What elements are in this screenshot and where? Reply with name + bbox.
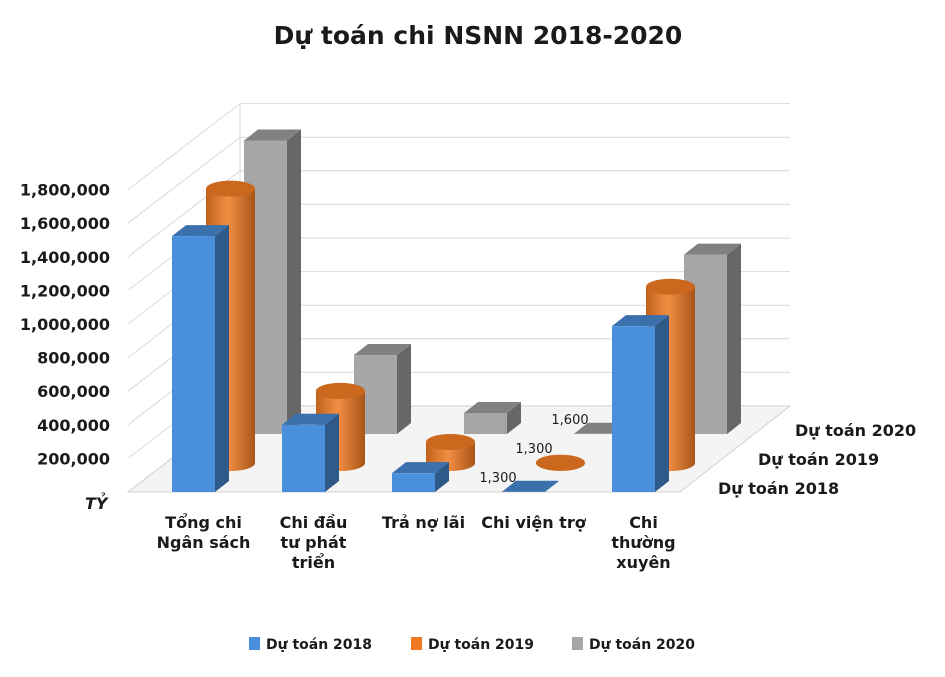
y-tick-label: 1,000,000 <box>20 315 110 334</box>
svg-text:Dự toán 2018: Dự toán 2018 <box>266 637 372 653</box>
legend-entry: Dự toán 2020 <box>572 637 695 653</box>
y-tick-label: 600,000 <box>37 382 110 401</box>
depth-axis-label: Dự toán 2018 <box>718 479 839 498</box>
data-label: 1,300 <box>479 471 516 486</box>
y-tick-label: 800,000 <box>37 349 110 368</box>
legend: Dự toán 2018 Dự toán 2019 Dự toán 2020 <box>249 637 695 653</box>
category-label: Trả nợ lãi <box>382 513 465 532</box>
bar-1-1 <box>172 225 229 492</box>
y-tick-label: 200,000 <box>37 449 110 468</box>
data-label: 1,300 <box>515 442 552 457</box>
data-label: 1,600 <box>551 413 588 428</box>
y-tick-label: 1,400,000 <box>20 248 110 267</box>
y-tick-label: 1,600,000 <box>20 214 110 233</box>
legend-entry: Dự toán 2019 <box>411 637 534 653</box>
bar-1-2 <box>282 414 339 492</box>
y-tick-label: 1,200,000 <box>20 281 110 300</box>
depth-axis-label: Dự toán 2019 <box>758 450 879 469</box>
bar-3-3 <box>464 402 521 434</box>
legend-entry: Dự toán 2018 <box>249 637 372 653</box>
bar-1-5 <box>612 315 669 492</box>
svg-text:Dự toán 2019: Dự toán 2019 <box>428 637 534 653</box>
category-label: Chi viện trợ <box>481 513 586 532</box>
bar-2-4 <box>536 455 585 471</box>
bar-1-3 <box>392 462 449 492</box>
svg-text:Dự toán 2020: Dự toán 2020 <box>589 637 695 653</box>
depth-axis-label: Dự toán 2020 <box>795 421 916 440</box>
y-axis-tick-labels: 200,000 400,000 600,000 800,000 1,000,000 1,2… <box>20 181 110 469</box>
y-axis-unit-label: TỶ <box>85 492 109 513</box>
chart-title: Dự toán chi NSNN 2018-2020 <box>274 21 683 50</box>
y-tick-label: 1,800,000 <box>20 181 110 200</box>
y-tick-label: 400,000 <box>37 416 110 435</box>
